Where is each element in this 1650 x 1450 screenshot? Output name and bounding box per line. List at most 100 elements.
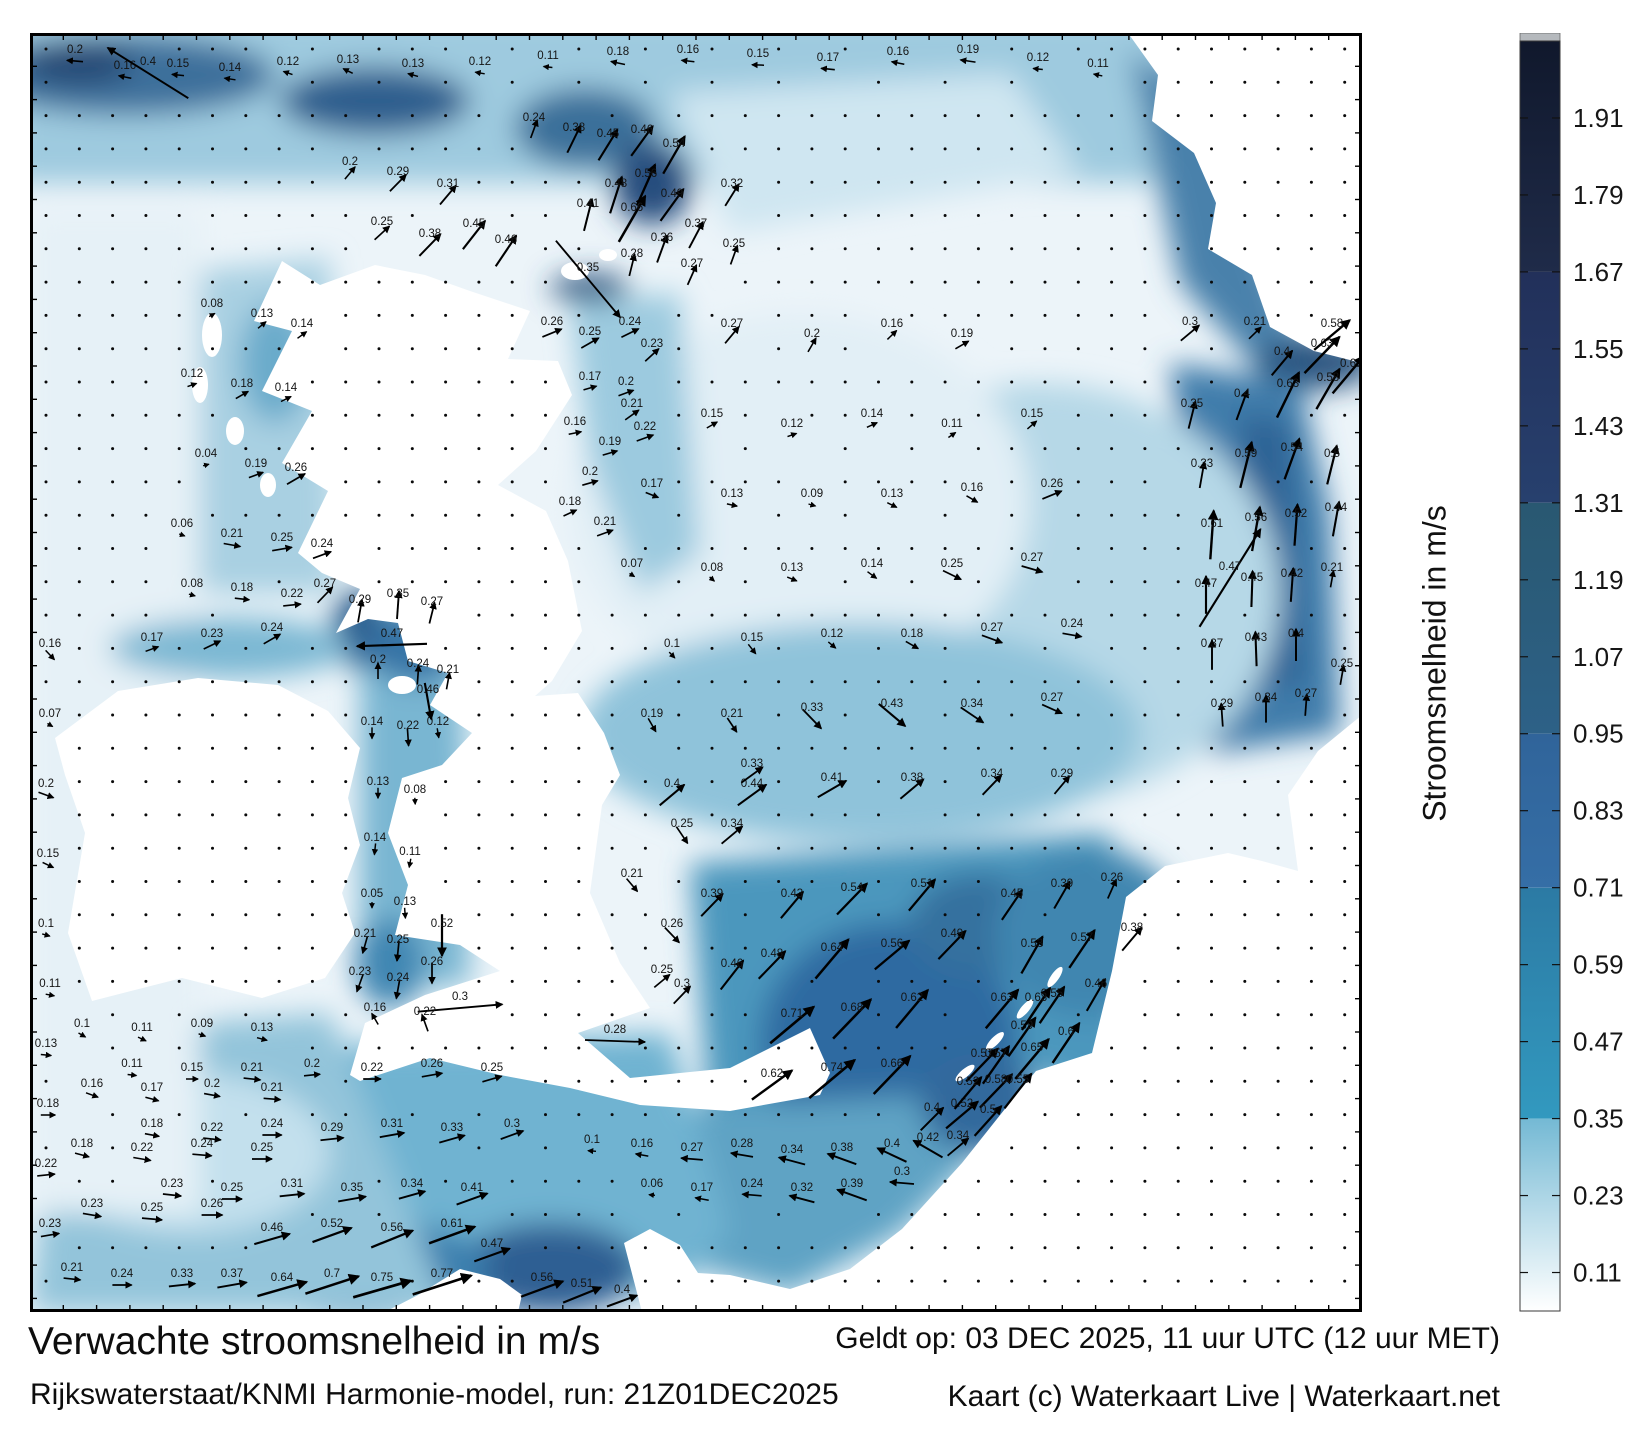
svg-text:0.51: 0.51: [571, 1278, 593, 1290]
island-hebrides-4: [260, 473, 276, 497]
svg-text:0.16: 0.16: [39, 638, 61, 650]
svg-text:0.19: 0.19: [599, 436, 621, 448]
svg-text:0.32: 0.32: [791, 1182, 813, 1194]
svg-text:0.16: 0.16: [677, 44, 699, 56]
svg-text:0.19: 0.19: [951, 328, 973, 340]
svg-text:0.48: 0.48: [761, 948, 783, 960]
svg-text:0.48: 0.48: [605, 178, 627, 190]
svg-text:0.25: 0.25: [651, 964, 673, 976]
svg-text:0.75: 0.75: [371, 1272, 393, 1284]
svg-text:0.21: 0.21: [221, 528, 243, 540]
svg-text:0.41: 0.41: [461, 1182, 483, 1194]
valid-time-label: Geldt op: 03 DEC 2025, 11 uur UTC (12 uu…: [835, 1322, 1500, 1355]
svg-text:0.47: 0.47: [481, 1238, 503, 1250]
svg-text:0.35: 0.35: [1181, 398, 1203, 410]
svg-text:0.24: 0.24: [261, 1118, 284, 1130]
svg-text:0.33: 0.33: [1191, 458, 1213, 470]
svg-text:0.71: 0.71: [781, 1008, 803, 1020]
svg-text:0.17: 0.17: [141, 1082, 163, 1094]
svg-text:0.26: 0.26: [285, 462, 307, 474]
svg-text:0.22: 0.22: [201, 1122, 223, 1134]
svg-text:0.34: 0.34: [1255, 692, 1278, 704]
svg-text:0.21: 0.21: [354, 928, 376, 940]
svg-text:0.6: 0.6: [1340, 358, 1356, 370]
svg-text:0.15: 0.15: [741, 632, 763, 644]
island-hebrides-1: [202, 313, 222, 357]
svg-text:0.11: 0.11: [121, 1058, 143, 1070]
svg-text:0.24: 0.24: [741, 1178, 764, 1190]
svg-text:0.56: 0.56: [635, 168, 657, 180]
svg-text:0.45: 0.45: [597, 128, 619, 140]
svg-text:0.11: 0.11: [39, 978, 61, 990]
svg-text:0.09: 0.09: [191, 1018, 213, 1030]
svg-text:0.26: 0.26: [1041, 478, 1063, 490]
svg-text:0.2: 0.2: [582, 466, 598, 478]
svg-text:0.4: 0.4: [664, 778, 681, 790]
svg-text:0.2: 0.2: [38, 778, 54, 790]
svg-text:0.17: 0.17: [579, 371, 601, 383]
colorbar-svg: 1.91 1.79 1.67 1.55 1.43 1.31 1.19 1.07 0.95 0.83…: [1519, 32, 1624, 1312]
svg-text:0.27: 0.27: [681, 1142, 703, 1154]
svg-text:0.63: 0.63: [1025, 992, 1047, 1004]
svg-text:0.4: 0.4: [614, 1284, 631, 1296]
svg-text:0.13: 0.13: [781, 562, 803, 574]
svg-text:0.13: 0.13: [251, 308, 273, 320]
svg-text:0.28: 0.28: [731, 1138, 753, 1150]
svg-text:1.31: 1.31: [1573, 488, 1624, 518]
svg-text:1.43: 1.43: [1573, 411, 1624, 441]
svg-text:0.57: 0.57: [1071, 932, 1093, 944]
svg-text:0.24: 0.24: [619, 316, 642, 328]
svg-text:0.14: 0.14: [219, 62, 242, 74]
svg-text:0.4: 0.4: [1234, 388, 1251, 400]
svg-text:0.24: 0.24: [387, 972, 410, 984]
svg-text:0.27: 0.27: [314, 578, 336, 590]
svg-text:0.18: 0.18: [71, 1138, 93, 1150]
svg-text:0.24: 0.24: [191, 1138, 214, 1150]
svg-text:0.33: 0.33: [741, 758, 763, 770]
island-wadden-1: [955, 1064, 975, 1082]
svg-text:0.25: 0.25: [251, 1142, 273, 1154]
svg-text:0.25: 0.25: [371, 216, 393, 228]
svg-text:0.44: 0.44: [741, 778, 764, 790]
svg-text:0.21: 0.21: [261, 1082, 283, 1094]
svg-text:0.22: 0.22: [414, 1006, 436, 1018]
svg-text:0.15: 0.15: [701, 408, 723, 420]
land-masses: [55, 33, 1362, 1312]
svg-text:0.58: 0.58: [985, 1074, 1007, 1086]
svg-text:0.29: 0.29: [321, 1122, 343, 1134]
svg-text:0.2: 0.2: [304, 1058, 320, 1070]
svg-text:0.25: 0.25: [671, 818, 693, 830]
svg-text:0.27: 0.27: [721, 318, 743, 330]
svg-text:0.18: 0.18: [901, 628, 923, 640]
svg-text:0.27: 0.27: [421, 596, 443, 608]
svg-text:0.21: 0.21: [594, 516, 616, 528]
svg-text:0.2: 0.2: [342, 156, 358, 168]
svg-text:0.28: 0.28: [621, 248, 643, 260]
island-orkney-2: [599, 249, 617, 261]
current-speed-map: 0.2 0.16 0.15 0.14 0.12 0.13 0.13 0.12 0.11 0.18 0…: [0, 13, 1390, 1318]
svg-text:0.3: 0.3: [504, 1118, 520, 1130]
svg-text:0.39: 0.39: [841, 1178, 863, 1190]
svg-text:0.25: 0.25: [1331, 658, 1353, 670]
svg-text:0.63: 0.63: [991, 992, 1013, 1004]
svg-text:0.55: 0.55: [1007, 1074, 1029, 1086]
svg-text:0.71: 0.71: [1573, 873, 1624, 903]
svg-text:0.54: 0.54: [841, 882, 864, 894]
svg-text:0.19: 0.19: [641, 708, 663, 720]
svg-text:0.26: 0.26: [421, 956, 443, 968]
svg-text:0.37: 0.37: [1201, 638, 1223, 650]
svg-text:0.59: 0.59: [1011, 1020, 1033, 1032]
svg-text:0.11: 0.11: [1573, 1258, 1622, 1288]
svg-text:0.49: 0.49: [661, 188, 683, 200]
page-title: Verwachte stroomsnelheid in m/s: [28, 1320, 601, 1363]
svg-text:0.14: 0.14: [364, 832, 387, 844]
svg-text:0.15: 0.15: [747, 48, 769, 60]
svg-text:0.83: 0.83: [1573, 796, 1624, 826]
svg-text:0.24: 0.24: [261, 622, 284, 634]
svg-text:0.31: 0.31: [381, 1118, 403, 1130]
svg-text:0.46: 0.46: [261, 1222, 283, 1234]
svg-text:0.35: 0.35: [577, 262, 599, 274]
svg-text:0.4: 0.4: [884, 1138, 901, 1150]
svg-text:0.66: 0.66: [881, 1058, 903, 1070]
svg-text:0.54: 0.54: [663, 138, 686, 150]
